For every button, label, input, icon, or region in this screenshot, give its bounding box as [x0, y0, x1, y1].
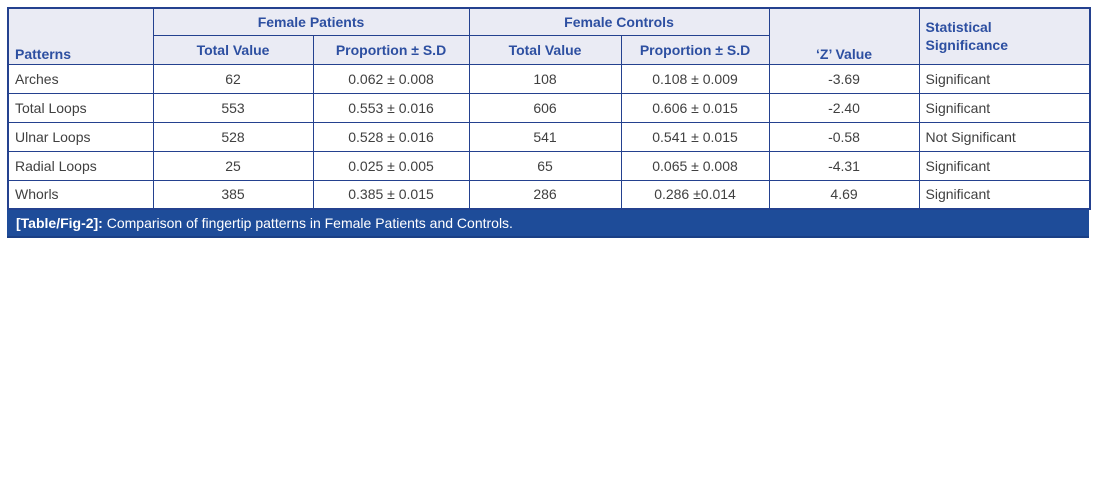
col-header-fc-total-value: Total Value [468, 34, 622, 65]
cell-fp-prop: 0.385 ± 0.015 [312, 179, 470, 210]
cell-z-value: -3.69 [768, 63, 920, 94]
cell-fc-prop: 0.606 ± 0.015 [620, 92, 770, 123]
cell-significance: Not Significant [918, 121, 1091, 152]
stat-sig-line2: Significance [925, 37, 1008, 54]
cell-pattern: Total Loops [7, 92, 154, 123]
cell-fc-total: 541 [468, 121, 622, 152]
cell-fp-prop: 0.553 ± 0.016 [312, 92, 470, 123]
patterns-comparison-table: Patterns Female Patients Female Controls… [7, 7, 1092, 210]
cell-pattern: Radial Loops [7, 150, 154, 181]
cell-pattern: Whorls [7, 179, 154, 210]
cell-fc-total: 286 [468, 179, 622, 210]
cell-fp-total: 385 [152, 179, 314, 210]
header-row-groups: Patterns Female Patients Female Controls… [7, 7, 1091, 65]
cell-fp-total: 25 [152, 150, 314, 181]
col-header-fp-proportion: Proportion ± S.D [312, 34, 470, 65]
cell-fp-prop: 0.062 ± 0.008 [312, 63, 470, 94]
cell-z-value: 4.69 [768, 179, 920, 210]
col-header-statistical-significance: Statistical Significance [918, 7, 1091, 65]
cell-fc-prop: 0.286 ±0.014 [620, 179, 770, 210]
cell-significance: Significant [918, 92, 1091, 123]
cell-z-value: -0.58 [768, 121, 920, 152]
cell-fc-total: 65 [468, 150, 622, 181]
cell-fp-total: 62 [152, 63, 314, 94]
figure-table: Patterns Female Patients Female Controls… [7, 7, 1092, 238]
caption-text: Comparison of fingertip patterns in Fema… [102, 215, 513, 231]
cell-fp-total: 553 [152, 92, 314, 123]
col-header-fp-total-value: Total Value [152, 34, 314, 65]
cell-fp-total: 528 [152, 121, 314, 152]
table-caption: [Table/Fig-2]: Comparison of fingertip p… [7, 210, 1089, 238]
stat-sig-line1: Statistical [925, 19, 992, 36]
cell-fp-prop: 0.528 ± 0.016 [312, 121, 470, 152]
col-header-z-value: ‘Z’ Value [768, 7, 920, 65]
table-row-ulnar-loops: Ulnar Loops 528 0.528 ± 0.016 541 0.541 … [7, 121, 1091, 152]
cell-z-value: -2.40 [768, 92, 920, 123]
cell-fc-total: 108 [468, 63, 622, 94]
cell-z-value: -4.31 [768, 150, 920, 181]
cell-significance: Significant [918, 63, 1091, 94]
col-group-female-patients: Female Patients [152, 7, 470, 36]
cell-fc-prop: 0.108 ± 0.009 [620, 63, 770, 94]
cell-significance: Significant [918, 179, 1091, 210]
col-header-fc-proportion: Proportion ± S.D [620, 34, 770, 65]
cell-pattern: Ulnar Loops [7, 121, 154, 152]
table-row-radial-loops: Radial Loops 25 0.025 ± 0.005 65 0.065 ±… [7, 150, 1091, 181]
cell-significance: Significant [918, 150, 1091, 181]
cell-fp-prop: 0.025 ± 0.005 [312, 150, 470, 181]
table-row-whorls: Whorls 385 0.385 ± 0.015 286 0.286 ±0.01… [7, 179, 1091, 210]
table-row-total-loops: Total Loops 553 0.553 ± 0.016 606 0.606 … [7, 92, 1091, 123]
cell-pattern: Arches [7, 63, 154, 94]
col-group-female-controls: Female Controls [468, 7, 770, 36]
cell-fc-prop: 0.541 ± 0.015 [620, 121, 770, 152]
col-header-patterns: Patterns [7, 7, 154, 65]
cell-fc-prop: 0.065 ± 0.008 [620, 150, 770, 181]
caption-label: [Table/Fig-2]: [16, 215, 103, 231]
cell-fc-total: 606 [468, 92, 622, 123]
header-row-subcolumns: Total Value Proportion ± S.D Total Value… [8, 34, 1090, 65]
table-row-arches: Arches 62 0.062 ± 0.008 108 0.108 ± 0.00… [7, 63, 1091, 94]
